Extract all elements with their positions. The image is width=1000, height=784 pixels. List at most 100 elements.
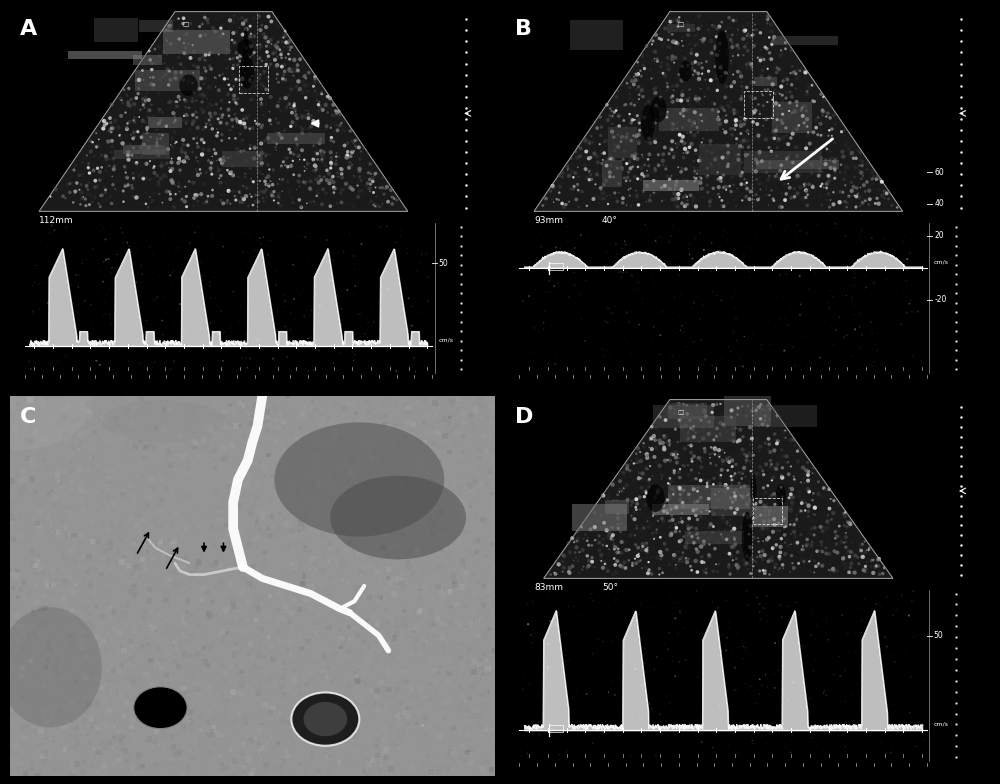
Point: [670, 409, 686, 422]
Point: [82, 673, 98, 685]
Point: [739, 135, 755, 147]
Point: [675, 31, 691, 43]
Point: [118, 648, 134, 660]
Point: [731, 528, 747, 541]
Point: [765, 254, 781, 267]
Point: [161, 247, 177, 260]
Point: [205, 40, 221, 53]
Point: [28, 567, 44, 579]
Point: [730, 16, 746, 28]
Point: [98, 193, 114, 205]
Point: [705, 596, 721, 608]
Point: [662, 249, 678, 262]
Point: [395, 462, 411, 474]
Point: [817, 706, 833, 719]
Point: [725, 68, 741, 81]
Point: [276, 325, 292, 337]
Point: [481, 568, 497, 580]
Point: [131, 736, 147, 749]
Point: [158, 748, 174, 760]
Point: [665, 96, 681, 108]
Point: [677, 535, 693, 547]
Point: [72, 606, 88, 619]
Point: [710, 166, 726, 179]
Point: [192, 676, 208, 688]
Point: [720, 140, 736, 152]
Point: [230, 390, 246, 402]
Point: [159, 669, 175, 681]
Point: [259, 475, 275, 488]
Point: [793, 742, 809, 755]
Point: [119, 228, 135, 241]
Point: [330, 124, 346, 136]
Point: [204, 122, 220, 135]
Point: [714, 353, 730, 365]
Point: [386, 648, 402, 660]
Point: [203, 222, 219, 234]
Point: [556, 354, 572, 366]
Point: [276, 264, 292, 277]
Point: [481, 546, 497, 558]
Point: [83, 299, 99, 311]
Point: [743, 103, 759, 116]
Point: [289, 138, 305, 151]
Point: [891, 716, 907, 728]
Point: [747, 339, 763, 352]
Point: [675, 89, 691, 101]
Point: [722, 19, 738, 31]
Point: [309, 141, 325, 154]
Point: [806, 554, 822, 567]
Point: [148, 532, 164, 545]
Point: [341, 563, 357, 575]
Point: [682, 730, 698, 742]
Point: [284, 63, 300, 75]
Polygon shape: [267, 132, 325, 144]
Point: [861, 544, 877, 557]
Point: [612, 122, 628, 135]
Point: [423, 499, 439, 512]
Point: [265, 763, 281, 775]
Point: [405, 412, 421, 424]
Point: [145, 281, 161, 293]
Point: [832, 535, 848, 548]
Point: [688, 586, 704, 599]
Point: [279, 442, 295, 455]
Point: [249, 74, 265, 87]
Point: [310, 353, 326, 365]
Point: [780, 126, 796, 139]
Point: [696, 535, 712, 547]
Point: [861, 344, 877, 357]
Point: [466, 666, 482, 678]
Point: [366, 541, 382, 554]
Point: [823, 137, 839, 150]
Point: [190, 194, 206, 206]
Point: [116, 268, 132, 281]
Point: [146, 51, 162, 64]
Point: [678, 506, 694, 519]
Point: [750, 52, 766, 64]
Point: [139, 70, 155, 82]
Point: [836, 124, 852, 136]
Point: [121, 406, 137, 419]
Point: [537, 285, 553, 298]
Point: [813, 149, 829, 162]
Point: [869, 192, 885, 205]
Point: [606, 607, 622, 619]
Point: [662, 258, 678, 270]
Point: [45, 495, 61, 507]
Point: [19, 452, 35, 464]
Point: [136, 93, 152, 106]
Point: [375, 452, 391, 464]
Point: [614, 649, 630, 662]
Point: [515, 240, 531, 252]
Point: [665, 71, 681, 83]
Point: [64, 415, 80, 427]
Point: [316, 323, 332, 336]
Point: [641, 556, 657, 568]
Point: [538, 331, 554, 343]
Point: [378, 332, 394, 344]
Point: [417, 436, 433, 448]
Point: [796, 703, 812, 716]
Point: [661, 464, 677, 477]
Point: [337, 284, 353, 296]
